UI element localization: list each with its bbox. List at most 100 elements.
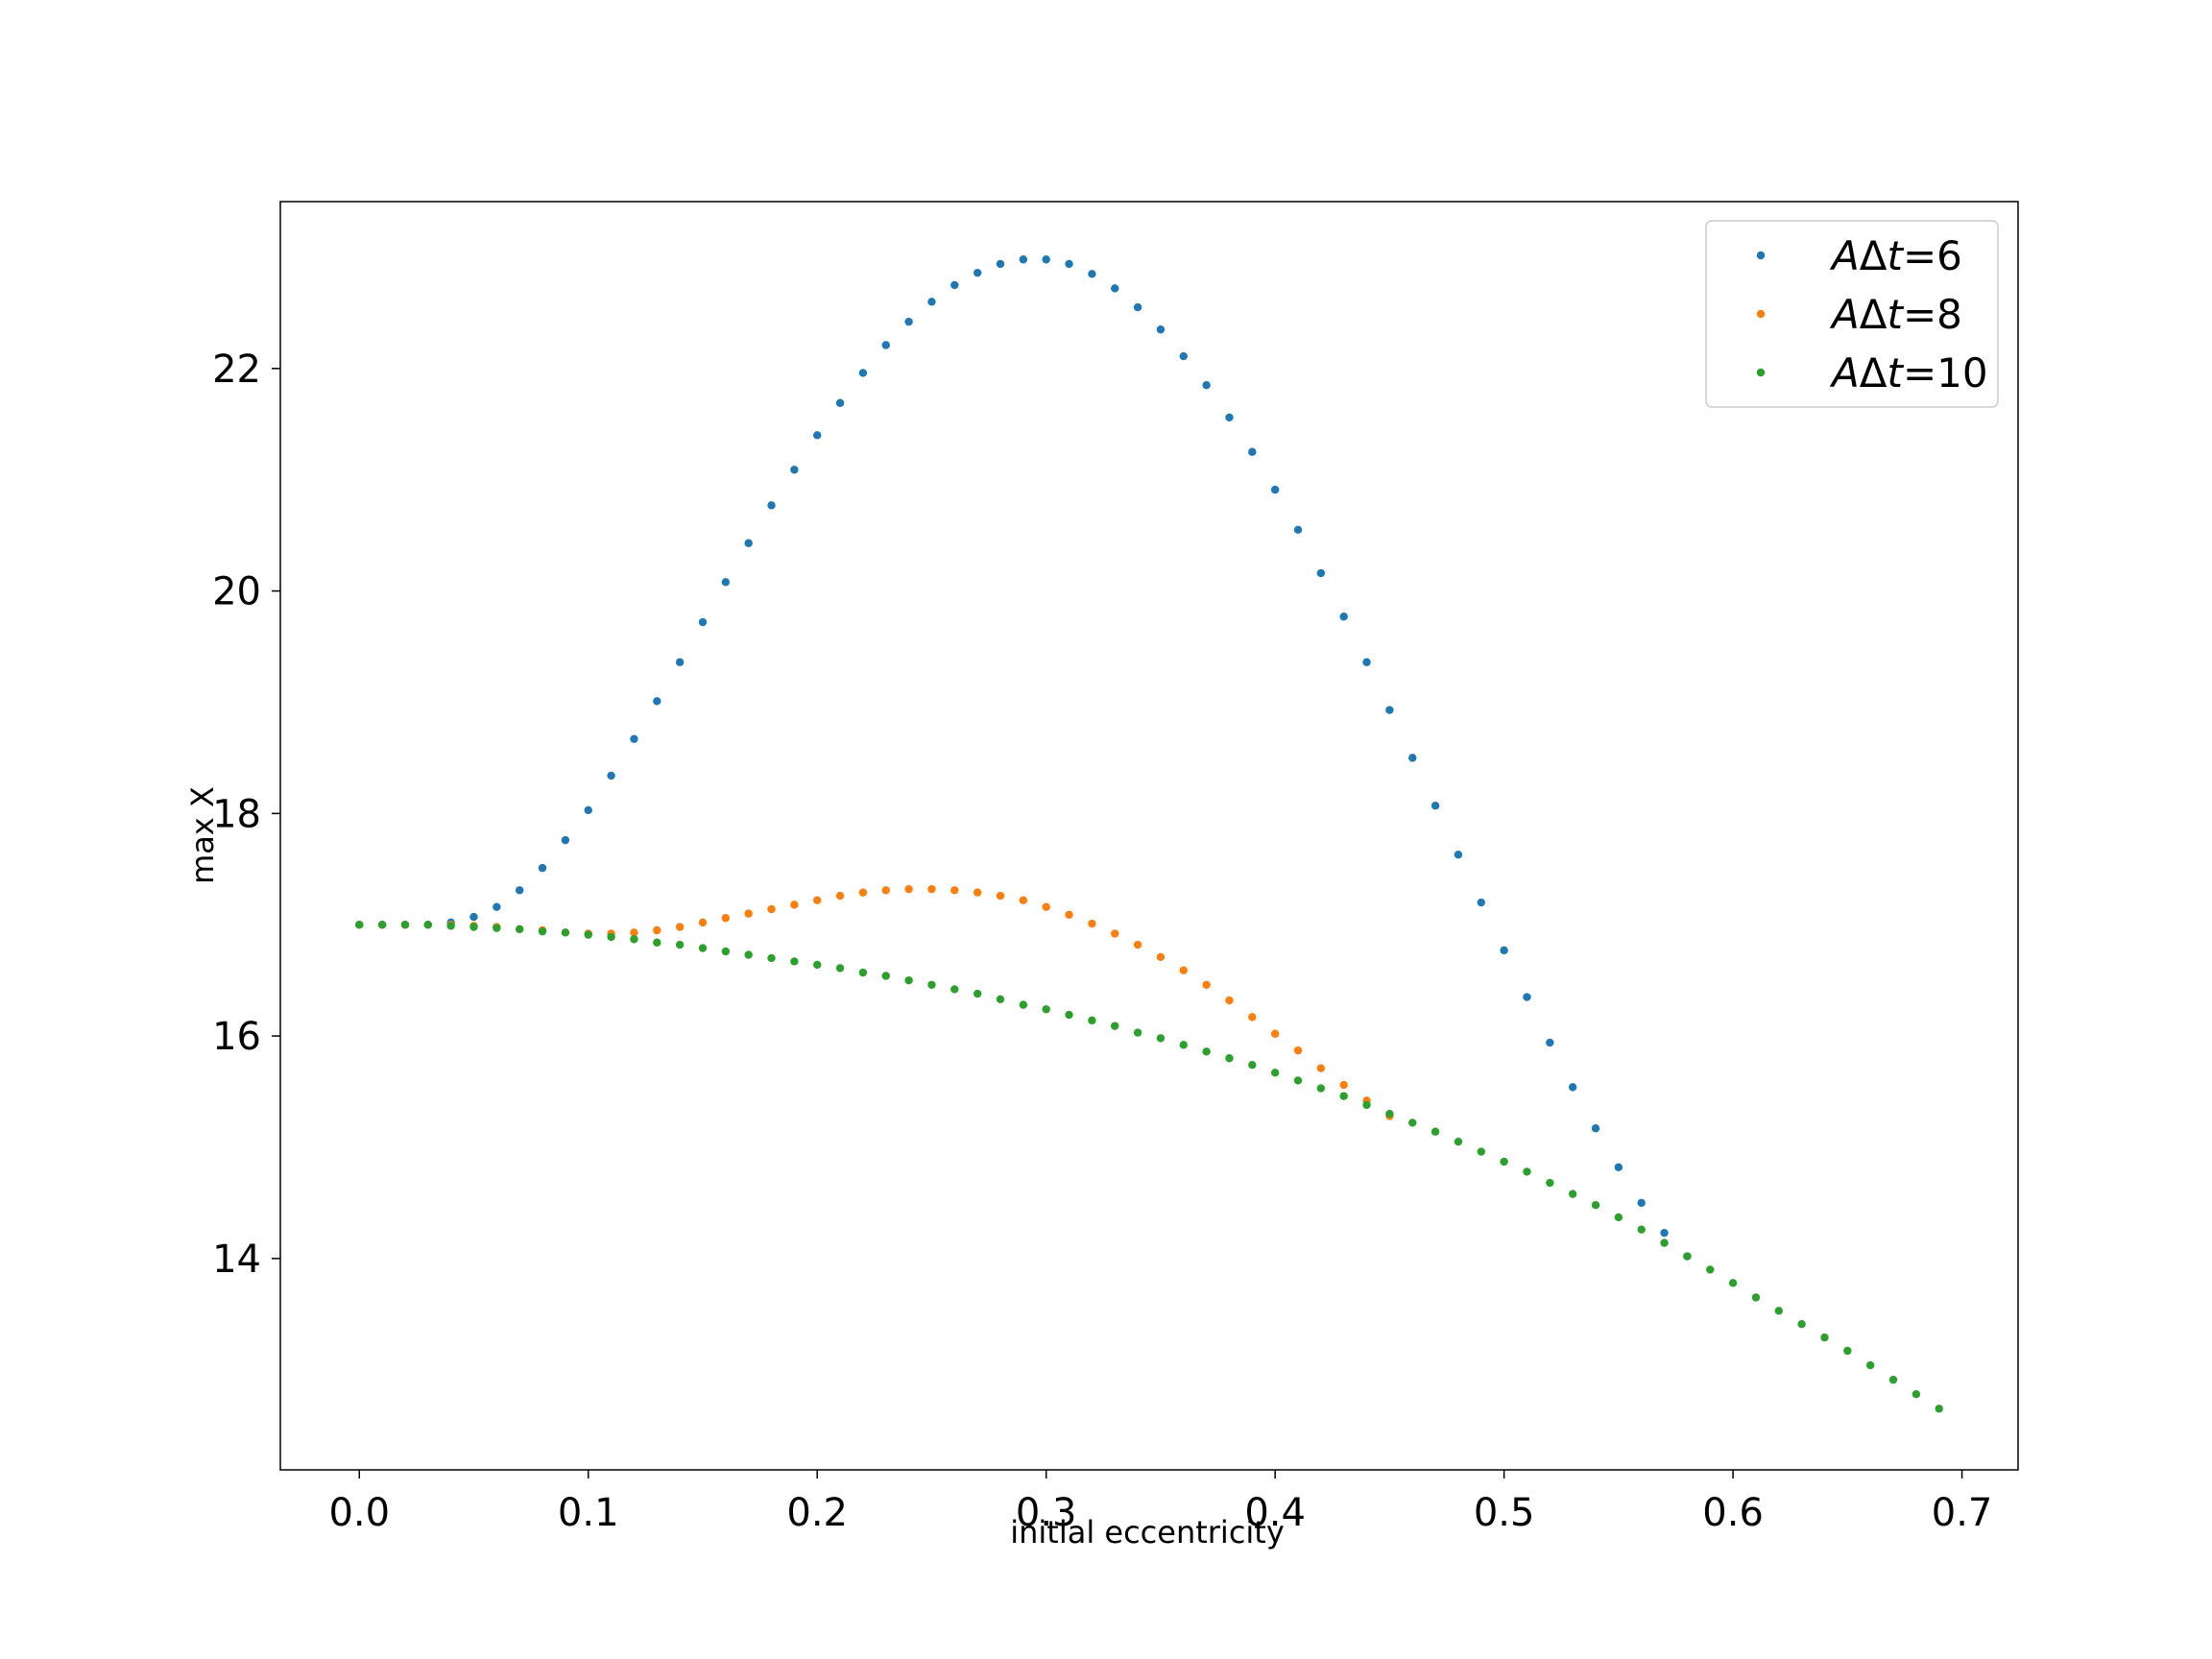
data-point: [539, 927, 546, 935]
data-point: [1775, 1307, 1783, 1314]
data-point: [1225, 414, 1233, 421]
data-point: [1546, 1039, 1553, 1046]
y-tick-label: 16: [212, 1015, 261, 1059]
legend-label: AΔt=8: [1829, 291, 1962, 338]
data-point: [1615, 1164, 1623, 1171]
data-point: [676, 659, 684, 666]
data-point: [1020, 1000, 1027, 1008]
data-point: [1134, 941, 1142, 949]
data-point: [927, 298, 935, 305]
data-point: [1020, 255, 1027, 263]
data-point: [882, 972, 890, 979]
data-point: [653, 939, 661, 947]
data-point: [813, 897, 821, 904]
data-point: [355, 921, 363, 928]
data-point: [997, 996, 1004, 1003]
data-point: [1683, 1252, 1691, 1260]
data-point: [1362, 659, 1370, 666]
data-point: [1294, 1046, 1302, 1054]
data-point: [1180, 352, 1188, 360]
data-point: [493, 924, 500, 931]
x-tick-label: 0.6: [1702, 1491, 1764, 1535]
data-point: [424, 921, 432, 928]
data-point: [1660, 1229, 1668, 1237]
data-point: [904, 885, 912, 893]
data-point: [927, 981, 935, 989]
data-point: [1202, 1047, 1210, 1055]
data-point: [1523, 993, 1530, 1000]
data-point: [859, 369, 867, 376]
data-point: [378, 921, 386, 928]
data-point: [836, 964, 844, 972]
data-point: [744, 950, 752, 958]
axis-ticks: 0.0 0.1 0.2 0.3 0.4 0.5 0.6 0.71416182022: [212, 348, 1992, 1535]
data-point: [1065, 1011, 1072, 1019]
x-tick-label: 0.1: [558, 1491, 619, 1535]
data-point: [722, 914, 730, 922]
data-point: [1408, 1118, 1416, 1126]
data-point: [1134, 303, 1142, 311]
data-point: [1157, 325, 1165, 333]
data-point: [859, 888, 867, 896]
data-point: [1455, 851, 1462, 858]
data-point: [1729, 1279, 1737, 1286]
legend-marker: [1757, 252, 1765, 259]
data-point: [562, 928, 569, 936]
data-point: [630, 734, 637, 742]
data-point: [790, 901, 798, 908]
data-point: [1569, 1083, 1576, 1091]
data-point: [974, 990, 981, 998]
data-point: [607, 772, 614, 780]
x-axis-label: initial eccentricity: [1010, 1514, 1285, 1551]
data-point: [630, 935, 637, 943]
data-point: [676, 923, 684, 930]
data-point: [1042, 1005, 1049, 1013]
y-axis-label: max X: [184, 786, 221, 884]
data-point: [1294, 526, 1302, 534]
data-point: [1042, 255, 1049, 263]
data-point: [836, 399, 844, 407]
data-point: [1157, 953, 1165, 961]
data-point: [401, 921, 409, 928]
data-point: [904, 976, 912, 984]
series-2: [355, 885, 1394, 1120]
y-tick-label: 14: [212, 1238, 261, 1282]
data-point: [904, 318, 912, 325]
data-point: [974, 888, 981, 896]
data-point: [699, 618, 707, 626]
data-point: [1408, 754, 1416, 761]
series-3: [355, 921, 1943, 1412]
data-point: [1866, 1361, 1874, 1369]
data-point: [1615, 1214, 1623, 1221]
data-point: [699, 944, 707, 951]
data-point: [1569, 1190, 1576, 1197]
x-tick-label: 0.5: [1474, 1491, 1535, 1535]
data-point: [1225, 997, 1233, 1004]
data-point: [1340, 613, 1348, 620]
data-point: [469, 913, 477, 921]
data-point: [1180, 967, 1188, 974]
data-point: [1362, 1101, 1370, 1109]
data-point: [676, 941, 684, 949]
data-point: [767, 954, 775, 962]
data-point: [790, 957, 798, 965]
data-point: [1317, 569, 1325, 577]
data-point: [516, 926, 523, 933]
data-point: [1340, 1092, 1348, 1099]
data-point: [1134, 1028, 1142, 1036]
data-point: [607, 933, 614, 941]
data-point: [585, 806, 592, 814]
data-point: [1638, 1226, 1646, 1234]
data-point: [1385, 706, 1393, 713]
data-point: [1431, 802, 1439, 809]
data-point: [1638, 1199, 1646, 1207]
data-point: [1088, 920, 1095, 927]
data-point: [882, 341, 890, 349]
data-point: [744, 540, 752, 547]
data-point: [722, 578, 730, 586]
data-point: [1180, 1041, 1188, 1048]
data-point: [1271, 1069, 1279, 1076]
data-point: [1936, 1405, 1943, 1412]
data-point: [767, 905, 775, 913]
data-point: [1317, 1084, 1325, 1092]
